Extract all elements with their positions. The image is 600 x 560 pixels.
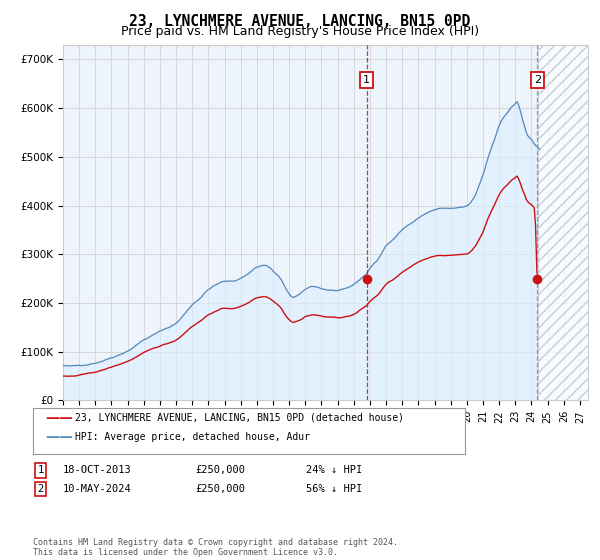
- Text: ——: ——: [45, 430, 73, 444]
- Text: 10-MAY-2024: 10-MAY-2024: [63, 484, 132, 494]
- Text: £250,000: £250,000: [195, 465, 245, 475]
- Text: 2: 2: [38, 484, 44, 494]
- Text: ——: ——: [45, 411, 73, 424]
- Text: 56% ↓ HPI: 56% ↓ HPI: [306, 484, 362, 494]
- Text: 1: 1: [38, 465, 44, 475]
- Text: Contains HM Land Registry data © Crown copyright and database right 2024.
This d: Contains HM Land Registry data © Crown c…: [33, 538, 398, 557]
- Text: 2: 2: [534, 76, 541, 85]
- Text: HPI: Average price, detached house, Adur: HPI: Average price, detached house, Adur: [75, 432, 310, 442]
- Text: £250,000: £250,000: [195, 484, 245, 494]
- Text: 1: 1: [363, 76, 370, 85]
- Bar: [538, 45, 588, 400]
- Text: 23, LYNCHMERE AVENUE, LANCING, BN15 0PD: 23, LYNCHMERE AVENUE, LANCING, BN15 0PD: [130, 14, 470, 29]
- Text: 18-OCT-2013: 18-OCT-2013: [63, 465, 132, 475]
- Text: 23, LYNCHMERE AVENUE, LANCING, BN15 0PD (detached house): 23, LYNCHMERE AVENUE, LANCING, BN15 0PD …: [75, 413, 404, 423]
- Text: 24% ↓ HPI: 24% ↓ HPI: [306, 465, 362, 475]
- Text: Price paid vs. HM Land Registry's House Price Index (HPI): Price paid vs. HM Land Registry's House …: [121, 25, 479, 38]
